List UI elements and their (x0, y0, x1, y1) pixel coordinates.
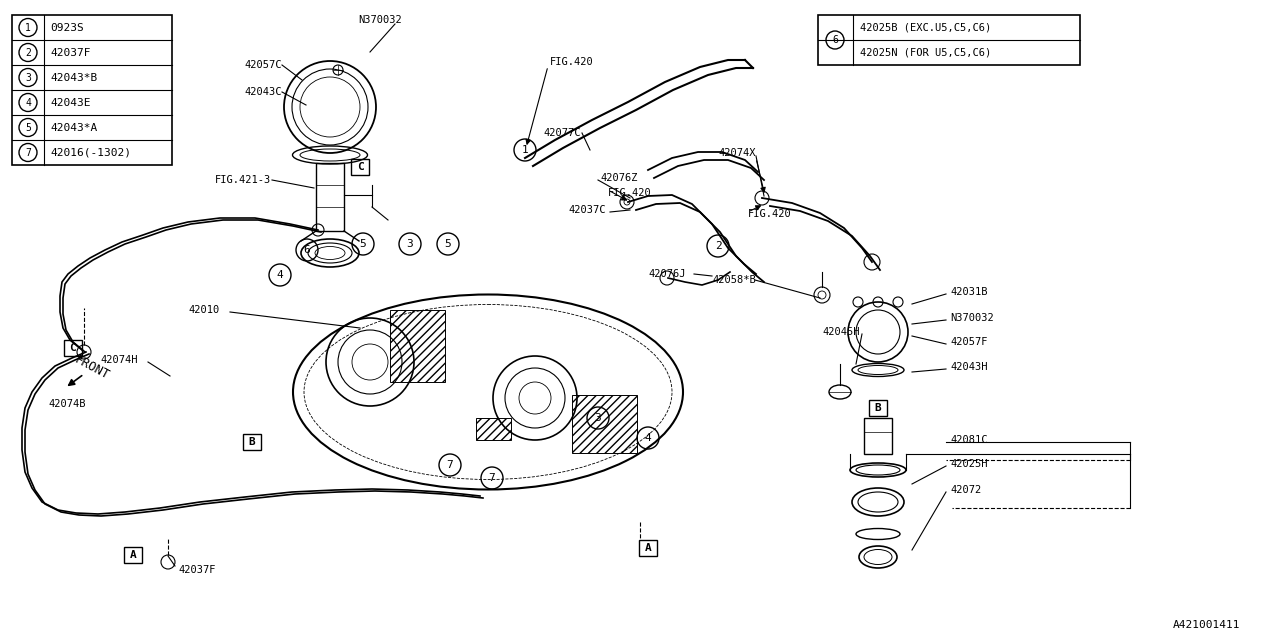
Text: 2: 2 (26, 47, 31, 58)
Text: 42077C: 42077C (543, 128, 581, 138)
Text: 42031B: 42031B (950, 287, 987, 297)
Text: 42043E: 42043E (50, 97, 91, 108)
Text: 0923S: 0923S (50, 22, 83, 33)
Text: 7: 7 (489, 473, 495, 483)
Text: 3: 3 (26, 72, 31, 83)
Bar (390, 310, 445, 382)
Text: 3: 3 (407, 239, 413, 249)
Text: FRONT: FRONT (73, 353, 111, 383)
Text: 42037F: 42037F (178, 565, 215, 575)
Text: 42057F: 42057F (950, 337, 987, 347)
Bar (639, 540, 657, 556)
Text: 1: 1 (26, 22, 31, 33)
Text: 7: 7 (447, 460, 453, 470)
Text: 5: 5 (360, 239, 366, 249)
Text: 42043H: 42043H (950, 362, 987, 372)
Text: 2: 2 (714, 241, 722, 251)
Text: A: A (129, 550, 137, 560)
Bar (476, 418, 511, 440)
Text: 42076Z: 42076Z (600, 173, 637, 183)
Bar (864, 418, 892, 454)
Text: 42016(-1302): 42016(-1302) (50, 147, 131, 157)
Text: 6: 6 (303, 245, 310, 255)
Text: 7: 7 (26, 147, 31, 157)
Bar (316, 163, 344, 231)
Text: 42025B (EXC.U5,C5,C6): 42025B (EXC.U5,C5,C6) (860, 22, 991, 32)
Text: B: B (874, 403, 882, 413)
Text: 42025N (FOR U5,C5,C6): 42025N (FOR U5,C5,C6) (860, 47, 991, 57)
Text: 42025H: 42025H (950, 459, 987, 469)
Bar (818, 15, 1080, 65)
Text: 42058*B: 42058*B (712, 275, 755, 285)
Text: 6: 6 (832, 35, 838, 45)
Bar (572, 395, 637, 453)
Text: A: A (645, 543, 652, 553)
Text: B: B (248, 437, 256, 447)
Text: 42076J: 42076J (648, 269, 686, 279)
Text: 4: 4 (276, 270, 283, 280)
Text: FIG.420: FIG.420 (608, 188, 652, 198)
Text: 42074B: 42074B (49, 399, 86, 409)
Text: FIG.421-3: FIG.421-3 (215, 175, 271, 185)
Text: 4: 4 (645, 433, 652, 443)
Text: C: C (357, 162, 364, 172)
Text: 42043*A: 42043*A (50, 122, 97, 132)
Text: 42043C: 42043C (244, 87, 282, 97)
Text: 3: 3 (595, 413, 602, 423)
Text: C: C (69, 343, 77, 353)
Text: 5: 5 (444, 239, 452, 249)
Text: 42037F: 42037F (50, 47, 91, 58)
Text: A421001411: A421001411 (1172, 620, 1240, 630)
Text: N370032: N370032 (358, 15, 402, 25)
Text: FIG.420: FIG.420 (748, 209, 792, 219)
Bar (351, 159, 369, 175)
Text: FIG.420: FIG.420 (550, 57, 594, 67)
Text: 42037C: 42037C (568, 205, 605, 215)
Text: 42081C: 42081C (950, 435, 987, 445)
Text: 4: 4 (26, 97, 31, 108)
Text: 42043*B: 42043*B (50, 72, 97, 83)
Text: 42074H: 42074H (100, 355, 137, 365)
Bar (869, 400, 887, 416)
Text: 1: 1 (522, 145, 529, 155)
Text: 42045H: 42045H (822, 327, 859, 337)
Bar (12, 15, 172, 165)
Text: 42057C: 42057C (244, 60, 282, 70)
Text: 42010: 42010 (188, 305, 219, 315)
Bar (64, 340, 82, 356)
Text: 42072: 42072 (950, 485, 982, 495)
Text: 5: 5 (26, 122, 31, 132)
Text: 42074X: 42074X (718, 148, 755, 158)
Text: N370032: N370032 (950, 313, 993, 323)
Bar (243, 434, 261, 450)
Bar (124, 547, 142, 563)
